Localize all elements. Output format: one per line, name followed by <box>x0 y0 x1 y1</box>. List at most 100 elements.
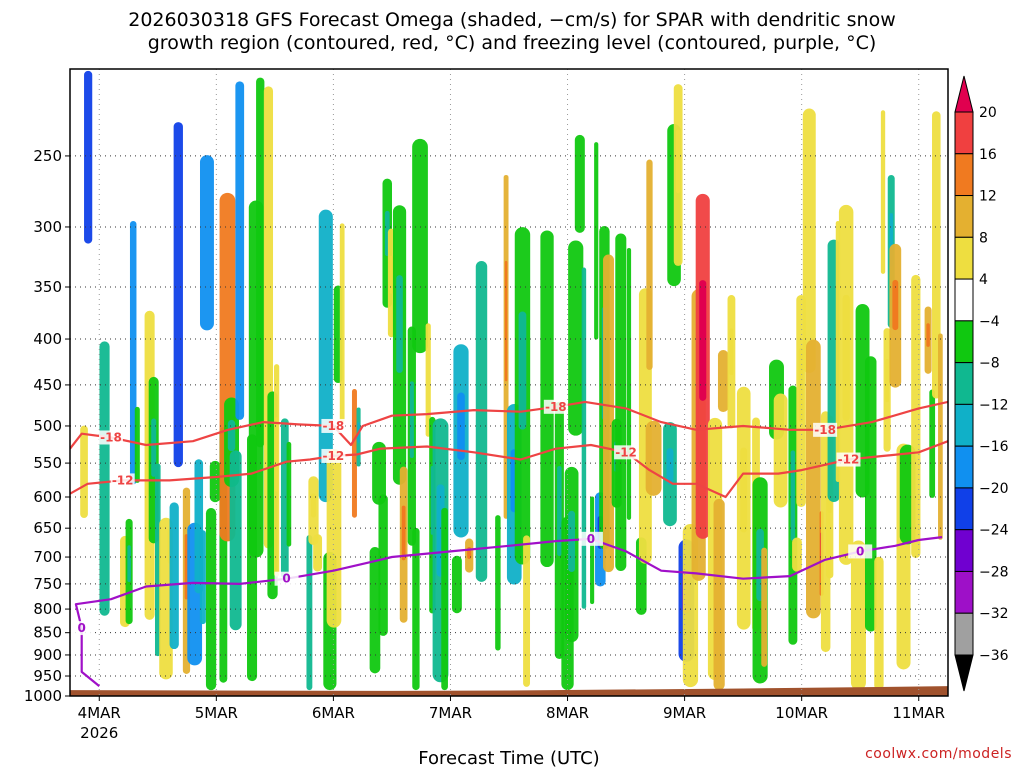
omega-streak <box>929 389 936 498</box>
omega-core <box>518 311 527 430</box>
omega-core <box>926 323 930 347</box>
omega-streak <box>205 508 217 691</box>
contour-label: 0 <box>587 532 595 546</box>
omega-streak <box>80 425 88 519</box>
omega-core <box>740 447 748 533</box>
x-tick-label: 5MAR <box>195 704 238 722</box>
omega-streak <box>615 233 627 571</box>
omega-streak <box>209 460 221 503</box>
omega-streak <box>802 108 816 374</box>
colorbar-box <box>954 278 974 322</box>
colorbar-label: −28 <box>979 564 1009 580</box>
colorbar-label: −20 <box>979 481 1009 497</box>
x-tick-label: 9MAR <box>663 704 706 722</box>
omega-shading <box>80 70 943 691</box>
omega-streak <box>351 388 357 518</box>
omega-core <box>557 466 562 557</box>
y-tick-label: 750 <box>33 575 62 593</box>
x-axis: 4MAR 5MAR 6MAR 7MAR 8MAR 9MAR 10MAR 11MAR 2026 <box>78 696 945 742</box>
y-tick-label: 400 <box>33 330 62 348</box>
colorbar: 20 16 12 8 4 −4 −8 −12 −16 −20 −24 −28 −32 −36 <box>954 75 1009 692</box>
colorbar-box <box>954 570 974 614</box>
colorbar-label: −36 <box>979 648 1009 664</box>
omega-streak <box>568 240 584 436</box>
omega-core <box>666 448 674 485</box>
y-tick-label: 1000 <box>24 687 62 705</box>
y-tick-label: 250 <box>33 147 62 165</box>
omega-streak <box>645 420 662 496</box>
omega-streak <box>412 138 428 354</box>
contour-label: -12 <box>615 445 637 459</box>
omega-streak <box>590 496 595 605</box>
colorbar-label: −12 <box>979 397 1009 413</box>
contour-label: -12 <box>838 453 860 467</box>
omega-streak <box>495 515 501 651</box>
omega-streak <box>369 547 381 674</box>
contour-label-bg <box>813 422 838 437</box>
surface-ground <box>70 686 948 696</box>
omega-streak <box>626 247 632 520</box>
colorbar-box <box>954 111 974 155</box>
omega-streak <box>235 81 245 420</box>
omega-streak <box>229 450 242 631</box>
omega-streak <box>594 142 599 340</box>
y-axis: 250 300 350 400 450 500 550 600 650 700 750 800 850 9… <box>24 147 70 705</box>
omega-streak <box>713 498 725 691</box>
omega-streak <box>646 159 653 370</box>
colorbar-label: 16 <box>979 147 997 163</box>
colorbar-box <box>954 236 974 280</box>
credit-text[interactable]: coolwx.com/models <box>865 746 1012 762</box>
omega-core <box>885 359 889 403</box>
omega-core <box>127 545 131 583</box>
y-tick-label: 450 <box>33 376 62 394</box>
colorbar-top-arrow <box>954 75 974 113</box>
contour-label-bg <box>321 448 346 463</box>
colorbar-label: −4 <box>979 314 1000 330</box>
colorbar-label: −16 <box>979 439 1009 455</box>
y-tick-label: 550 <box>33 454 62 472</box>
omega-streak <box>173 122 183 468</box>
plot-frame <box>69 68 949 697</box>
chart-title-line-1: 2026030318 GFS Forecast Omega (shaded, −… <box>128 9 896 31</box>
contour-label: -18 <box>545 400 567 414</box>
omega-core <box>151 418 157 477</box>
omega-core <box>798 347 804 423</box>
omega-streak <box>938 333 943 540</box>
omega-core <box>842 294 850 421</box>
y-tick-label: 800 <box>33 600 62 618</box>
colorbar-label: −24 <box>979 523 1009 539</box>
colorbar-box <box>954 529 974 572</box>
colorbar-label: −32 <box>979 606 1009 622</box>
contour-label-bg <box>614 445 639 460</box>
chart-title-line-2: growth region (contoured, red, °C) and f… <box>147 32 877 54</box>
omega-streak <box>874 556 884 691</box>
omega-streak <box>378 494 388 636</box>
omega-streak <box>256 77 265 448</box>
omega-core <box>675 129 681 194</box>
contour-label-bg <box>110 473 135 488</box>
plot-border <box>69 68 949 697</box>
x-tick-label: 10MAR <box>775 704 828 722</box>
colorbar-box <box>954 487 974 531</box>
omega-streak <box>154 463 161 657</box>
omega-streak <box>169 502 179 650</box>
contour-label-bg <box>98 430 123 445</box>
omega-streak <box>792 537 802 572</box>
omega-core <box>729 328 734 376</box>
colorbar-label: 20 <box>979 105 997 121</box>
contour-label: 0 <box>78 621 86 635</box>
omega-streak <box>932 111 941 399</box>
colorbar-box <box>954 320 974 364</box>
omega-streak <box>326 448 342 628</box>
y-tick-label: 350 <box>33 278 62 296</box>
omega-streak <box>199 155 214 331</box>
omega-streak <box>806 339 821 619</box>
omega-streak <box>425 323 431 437</box>
contour-label: -12 <box>112 473 134 487</box>
colorbar-label: 4 <box>979 272 988 288</box>
omega-core <box>396 275 403 373</box>
omega-streak <box>451 555 462 614</box>
omega-streak <box>850 540 866 691</box>
omega-streak <box>864 356 877 632</box>
